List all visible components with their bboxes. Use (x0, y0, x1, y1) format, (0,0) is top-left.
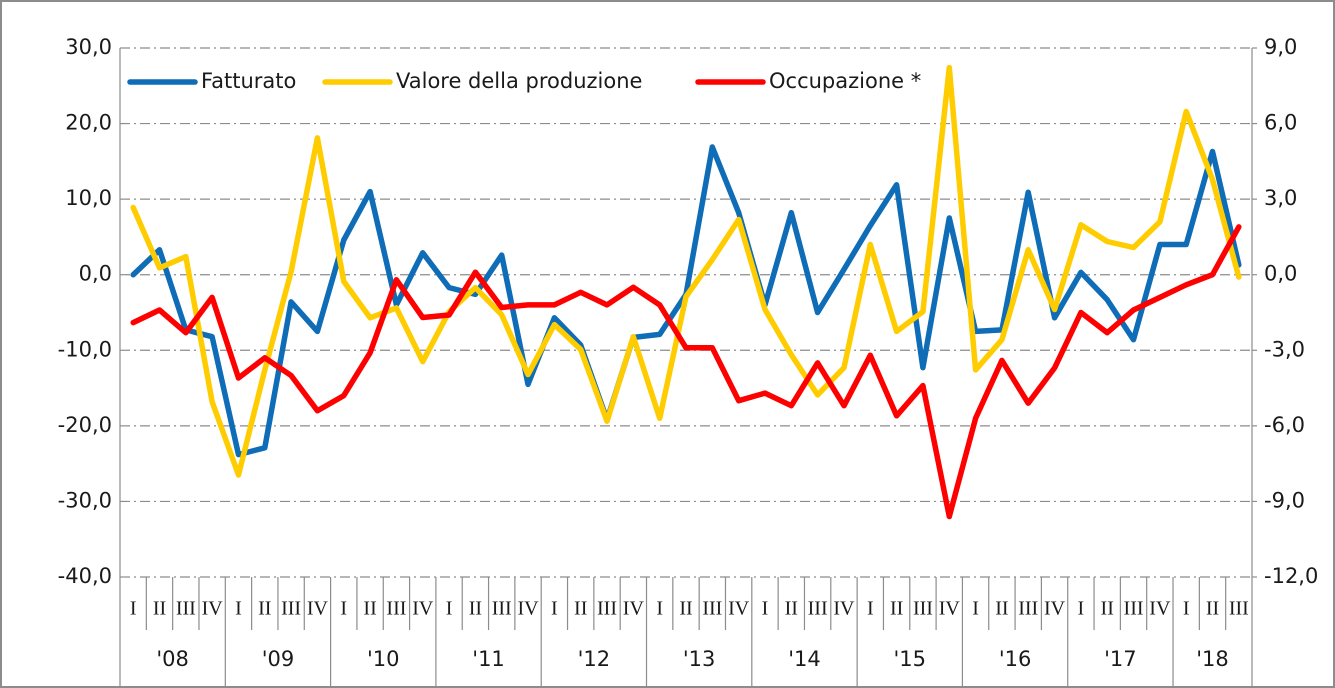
y-tick-label: -30,0 (58, 488, 112, 512)
x-tick-label: II (890, 598, 903, 620)
x-group-label: '17 (1104, 647, 1137, 671)
y2-tick-label: -3,0 (1264, 337, 1305, 361)
x-group-label: '13 (683, 647, 716, 671)
x-tick-label: II (679, 598, 692, 620)
x-tick-label: III (702, 598, 722, 620)
y2-tick-label: 9,0 (1264, 35, 1297, 59)
x-tick-label: I (656, 598, 663, 620)
x-tick-label: IV (939, 598, 961, 620)
y2-tick-label: 3,0 (1264, 186, 1297, 210)
x-tick-label: II (363, 598, 376, 620)
x-tick-label: I (551, 598, 558, 620)
y-tick-label: -10,0 (58, 337, 112, 361)
x-tick-label: III (386, 598, 406, 620)
x-tick-label: I (235, 598, 242, 620)
x-group-label: '08 (156, 647, 189, 671)
x-tick-label: III (492, 598, 512, 620)
y-tick-label: -40,0 (58, 564, 112, 588)
x-tick-label: I (762, 598, 769, 620)
x-tick-label: IV (1149, 598, 1171, 620)
x-tick-label: I (972, 598, 979, 620)
y-tick-label: 0,0 (79, 262, 112, 286)
x-tick-label: IV (1044, 598, 1066, 620)
x-group-label: '14 (788, 647, 821, 671)
legend-label: Valore della produzione (396, 69, 642, 93)
y2-tick-label: -9,0 (1264, 488, 1305, 512)
x-group-label: '10 (367, 647, 400, 671)
x-tick-label: III (281, 598, 301, 620)
x-tick-label: II (995, 598, 1008, 620)
x-group-label: '11 (472, 647, 505, 671)
x-tick-label: IV (202, 598, 224, 620)
x-group-label: '09 (262, 647, 295, 671)
y-tick-label: 20,0 (65, 111, 112, 135)
x-tick-label: I (1183, 598, 1190, 620)
x-group-label: '16 (999, 647, 1032, 671)
legend-label: Occupazione * (769, 69, 921, 93)
x-tick-label: III (808, 598, 828, 620)
x-tick-label: II (1101, 598, 1114, 620)
y-tick-label: -20,0 (58, 413, 112, 437)
y2-tick-label: 0,0 (1264, 262, 1297, 286)
x-tick-label: I (130, 598, 137, 620)
x-tick-label: III (1018, 598, 1038, 620)
x-tick-label: IV (412, 598, 434, 620)
x-tick-label: II (574, 598, 587, 620)
y2-tick-label: 6,0 (1264, 111, 1297, 135)
x-tick-label: IV (307, 598, 329, 620)
x-tick-label: III (1229, 598, 1249, 620)
x-tick-label: I (867, 598, 874, 620)
y-tick-label: 10,0 (65, 186, 112, 210)
x-tick-label: II (153, 598, 166, 620)
x-tick-label: III (597, 598, 617, 620)
legend-label: Fatturato (201, 69, 296, 93)
x-tick-label: II (469, 598, 482, 620)
x-group-label: '18 (1196, 647, 1229, 671)
x-tick-label: IV (728, 598, 750, 620)
x-tick-label: III (1124, 598, 1144, 620)
x-tick-label: III (176, 598, 196, 620)
x-tick-label: III (913, 598, 933, 620)
x-tick-label: I (340, 598, 347, 620)
y2-tick-label: -12,0 (1264, 564, 1318, 588)
x-tick-label: II (785, 598, 798, 620)
x-tick-label: I (1078, 598, 1085, 620)
x-group-label: '12 (578, 647, 611, 671)
x-tick-label: II (258, 598, 271, 620)
series-line (130, 64, 1242, 478)
x-tick-label: II (1206, 598, 1219, 620)
y-tick-label: 30,0 (65, 35, 112, 59)
x-tick-label: I (446, 598, 453, 620)
y2-tick-label: -6,0 (1264, 413, 1305, 437)
x-tick-label: IV (623, 598, 645, 620)
x-tick-label: IV (517, 598, 539, 620)
x-group-label: '15 (894, 647, 927, 671)
series-line (130, 224, 1242, 520)
x-tick-label: IV (833, 598, 855, 620)
